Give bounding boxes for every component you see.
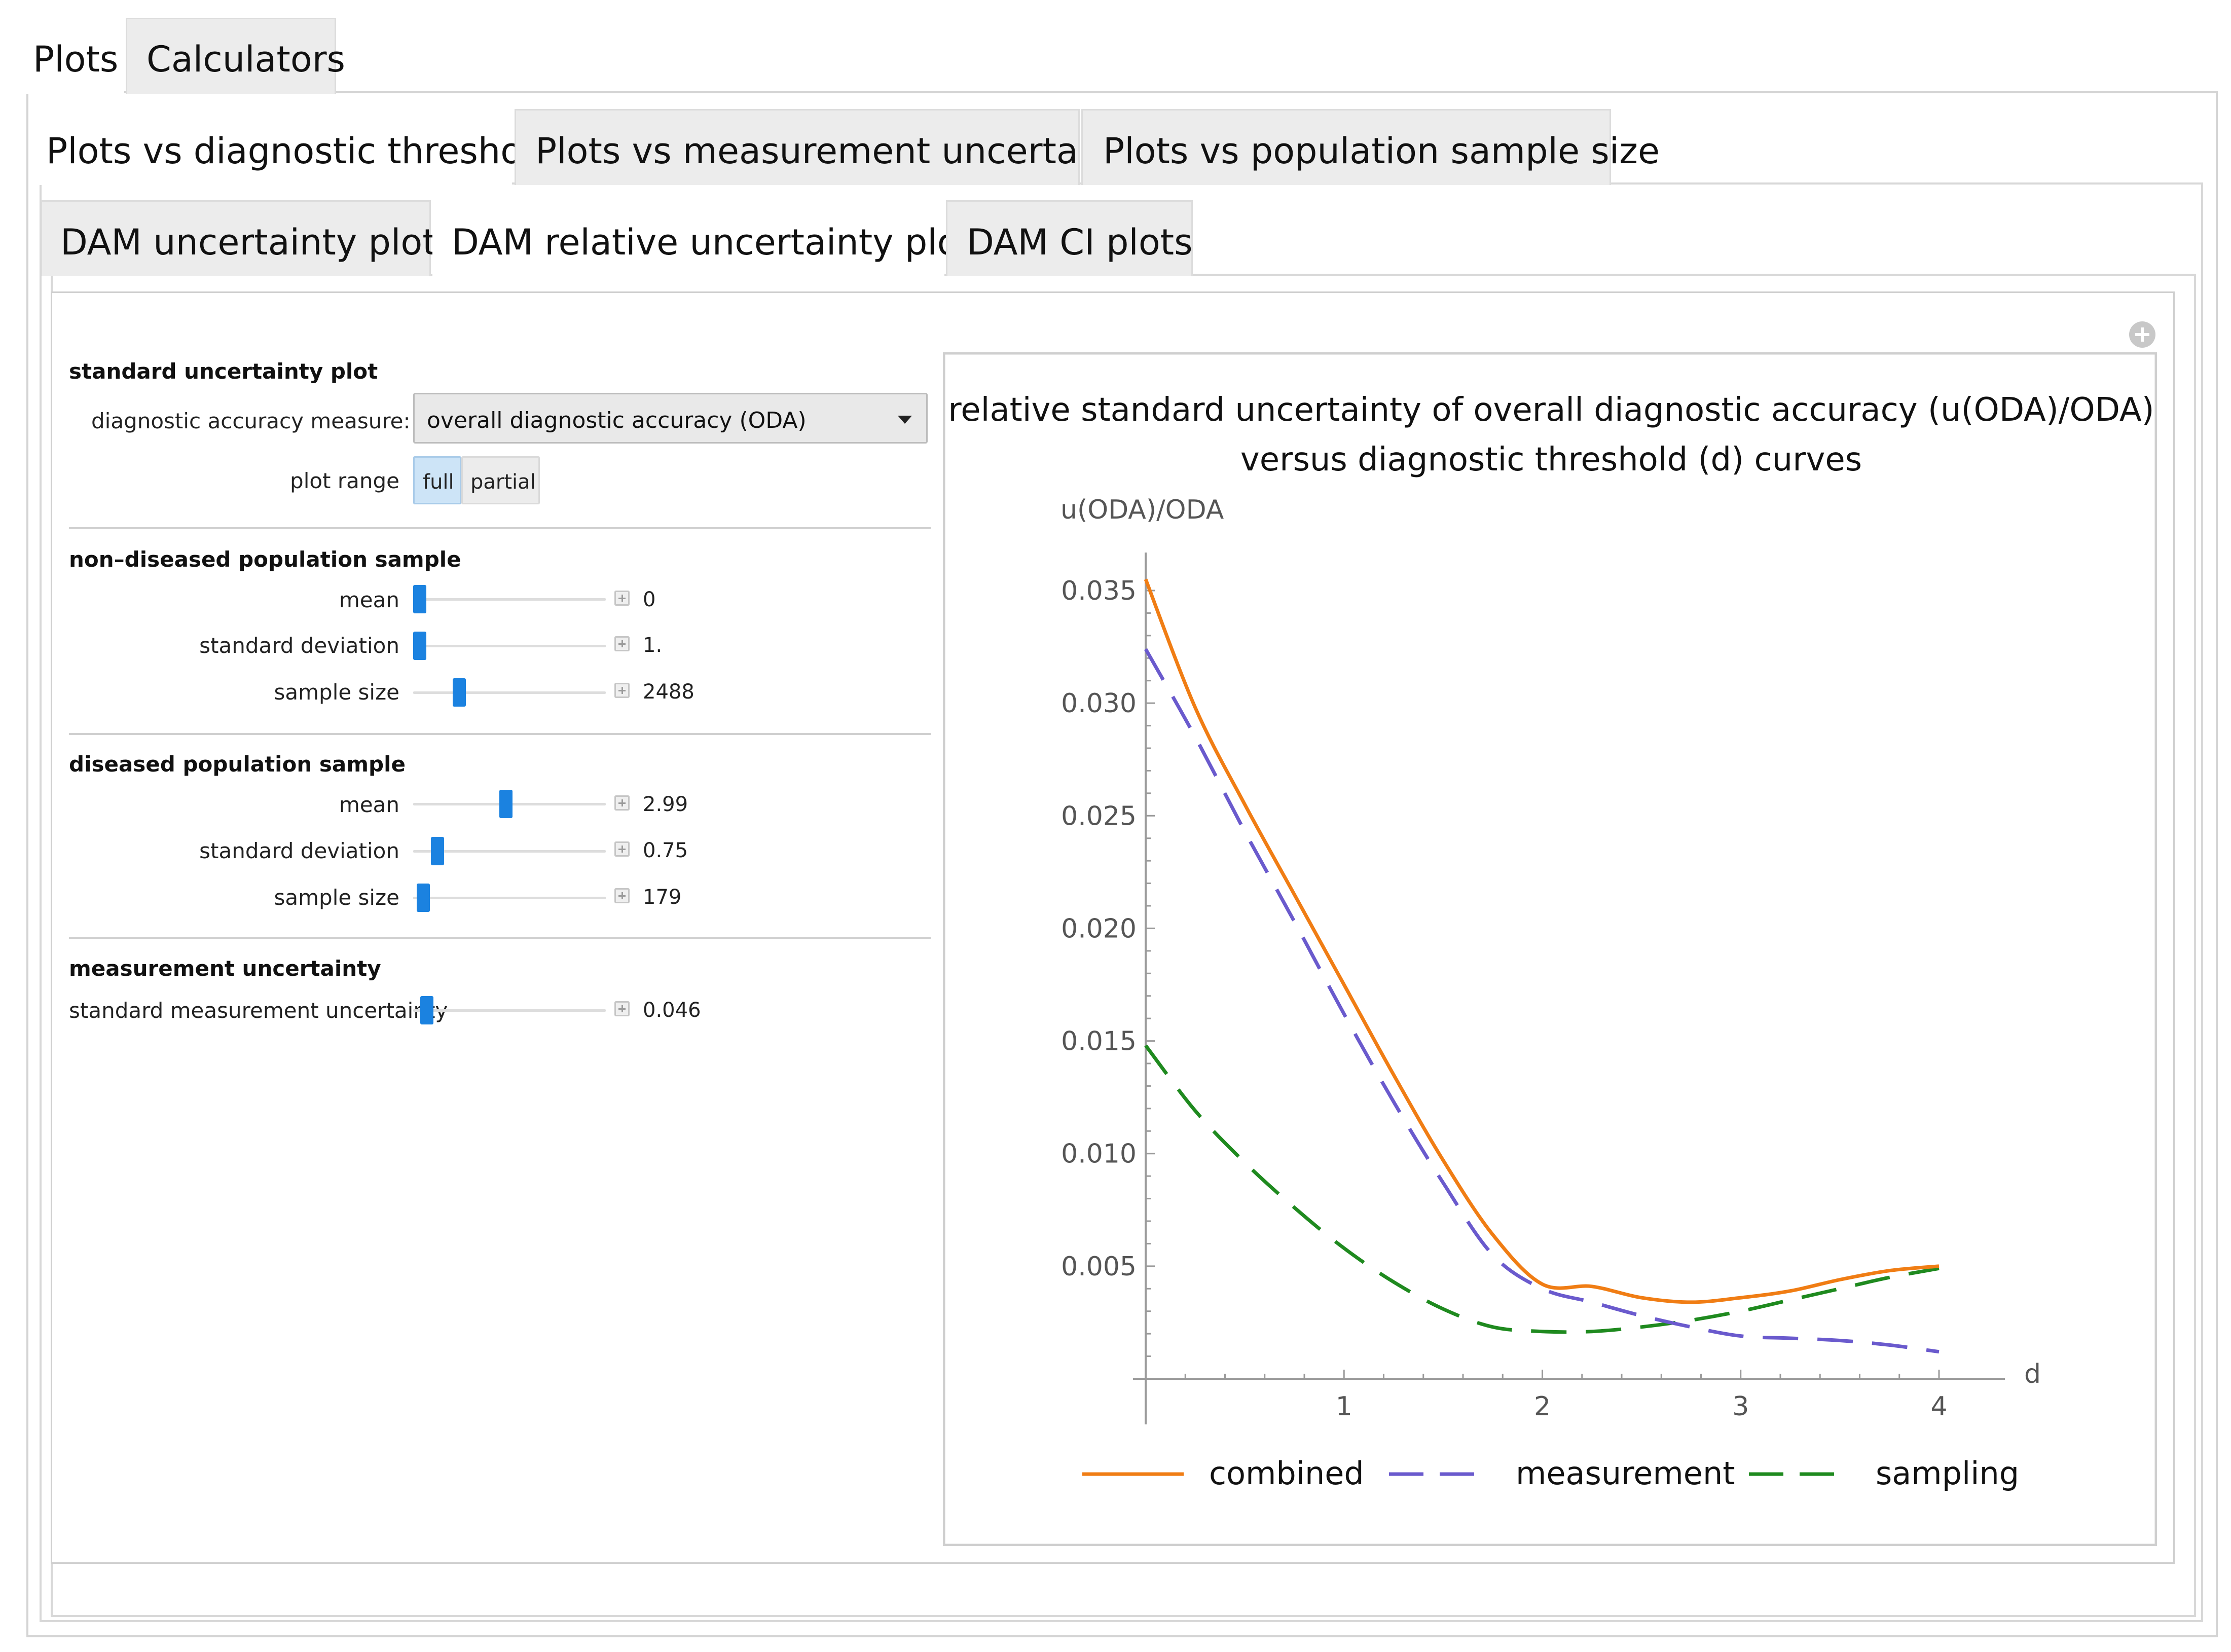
standard-measurement-uncertainty-label: standard measurement uncertainty [69, 998, 448, 1023]
tab-dam-relative-uncertainty-plots[interactable]: DAM relative uncertainty plots [432, 200, 991, 276]
legend: combined measurement sampling [1082, 1455, 2019, 1492]
nondiseased-mean-slider-track[interactable] [413, 598, 606, 601]
series-layer [1144, 578, 1940, 1354]
nondiseased-mean-label: mean [339, 588, 399, 612]
section-divider [69, 527, 931, 529]
diseased-sd-value: 0.75 [643, 839, 688, 862]
y-tick-label: 0.015 [1061, 1026, 1137, 1057]
nondiseased-mean-expand-icon[interactable] [614, 591, 630, 606]
y-tick-label: 0.020 [1061, 913, 1137, 944]
diseased-sd-slider-track[interactable] [413, 850, 606, 853]
plot-range-partial-label: partial [470, 470, 536, 494]
chart-frame [943, 352, 2157, 1546]
tab-plots[interactable]: Plots [20, 18, 124, 94]
diseased-mean-slider-thumb[interactable] [499, 790, 513, 818]
nondiseased-sample-size-slider-thumb[interactable] [452, 678, 466, 707]
axes: 0.035 0.030 0.025 0.020 0.015 0.010 0.005 1 2 3 4 [1061, 553, 2005, 1424]
nondiseased-mean-value: 0 [643, 588, 656, 611]
diseased-section-title: diseased population sample [69, 752, 406, 777]
measurement-uncertainty-slider-thumb[interactable] [420, 996, 434, 1024]
tab-dam-uncertainty-plots[interactable]: DAM uncertainty plots [41, 200, 455, 276]
chevron-down-icon [898, 416, 912, 424]
section-divider [69, 733, 931, 735]
plot-range-partial-button[interactable]: partial [461, 456, 540, 504]
plot-range-full-label: full [423, 470, 454, 494]
non-diseased-section-title: non–diseased population sample [69, 547, 461, 572]
y-tick-label: 0.025 [1061, 801, 1137, 831]
nondiseased-sd-slider-track[interactable] [413, 645, 606, 647]
nondiseased-sample-size-value: 2488 [643, 680, 694, 704]
y-tick-label: 0.030 [1061, 688, 1137, 719]
x-tick-label: 4 [1930, 1391, 1947, 1422]
x-axis-label: d [2024, 1359, 2041, 1389]
measurement-uncertainty-section-title: measurement uncertainty [69, 956, 381, 981]
options-plus-icon[interactable] [2129, 321, 2155, 348]
standard-uncertainty-plot-heading: standard uncertainty plot [69, 359, 378, 384]
nondiseased-sd-label: standard deviation [199, 633, 399, 658]
diseased-sample-size-label: sample size [274, 885, 400, 910]
series-line-measurement [1144, 648, 1940, 1354]
y-tick-label: 0.010 [1061, 1139, 1137, 1169]
dropdown-selected-value: overall diagnostic accuracy (ODA) [427, 408, 807, 433]
nondiseased-sd-slider-thumb[interactable] [413, 632, 426, 660]
diseased-sd-expand-icon[interactable] [614, 841, 630, 857]
diseased-sample-size-expand-icon[interactable] [614, 888, 630, 903]
tab-plots-vs-population-sample-size[interactable]: Plots vs population sample size [1081, 109, 1660, 185]
diseased-sample-size-slider-thumb[interactable] [417, 884, 430, 912]
nondiseased-mean-slider-thumb[interactable] [413, 585, 426, 613]
diseased-sd-label: standard deviation [199, 838, 399, 863]
nondiseased-sd-expand-icon[interactable] [614, 636, 630, 651]
x-tick-label: 2 [1534, 1391, 1551, 1422]
series-line-sampling [1144, 1044, 1940, 1334]
tab-dam-ci-plots[interactable]: DAM CI plots [946, 200, 1193, 276]
diseased-sample-size-value: 179 [643, 886, 682, 909]
x-tick-label: 1 [1336, 1391, 1352, 1422]
section-divider [69, 937, 931, 939]
diagnostic-accuracy-measure-label: diagnostic accuracy measure: [91, 409, 411, 433]
legend-label-sampling: sampling [1876, 1455, 2019, 1492]
nondiseased-sample-size-expand-icon[interactable] [614, 683, 630, 698]
diseased-sample-size-slider-track[interactable] [413, 897, 606, 899]
chart: relative standard uncertainty of overall… [943, 352, 2157, 1546]
tab-plots-vs-diagnostic-threshold[interactable]: Plots vs diagnostic threshold [30, 109, 555, 185]
tab-plots-vs-measurement-uncertainty[interactable]: Plots vs measurement uncertainty [515, 109, 1146, 185]
measurement-uncertainty-expand-icon[interactable] [614, 1001, 630, 1016]
series-line-combined [1144, 578, 1940, 1304]
plot-range-full-button[interactable]: full [413, 456, 461, 504]
chart-title-line2: versus diagnostic threshold (d) curves [1240, 441, 1862, 479]
diagnostic-accuracy-measure-dropdown[interactable]: overall diagnostic accuracy (ODA) [413, 393, 928, 444]
y-axis-label: u(ODA)/ODA [1060, 495, 1224, 525]
measurement-uncertainty-slider-track[interactable] [413, 1009, 606, 1012]
plot-range-label: plot range [290, 468, 399, 493]
x-tick-label: 3 [1732, 1391, 1749, 1422]
tab-calculators[interactable]: Calculators [126, 18, 345, 94]
diseased-mean-label: mean [339, 792, 399, 817]
y-tick-label: 0.035 [1061, 576, 1137, 606]
legend-label-measurement: measurement [1516, 1455, 1735, 1492]
nondiseased-sample-size-label: sample size [274, 680, 400, 705]
nondiseased-sd-value: 1. [643, 634, 663, 657]
diseased-sd-slider-thumb[interactable] [431, 837, 445, 865]
legend-label-combined: combined [1209, 1455, 1364, 1492]
nondiseased-sample-size-slider-track[interactable] [413, 691, 606, 694]
y-tick-label: 0.005 [1061, 1252, 1137, 1282]
diseased-mean-value: 2.99 [643, 793, 688, 816]
diseased-mean-expand-icon[interactable] [614, 795, 630, 811]
chart-title-line1: relative standard uncertainty of overall… [948, 391, 2154, 429]
measurement-uncertainty-value: 0.046 [643, 999, 701, 1022]
